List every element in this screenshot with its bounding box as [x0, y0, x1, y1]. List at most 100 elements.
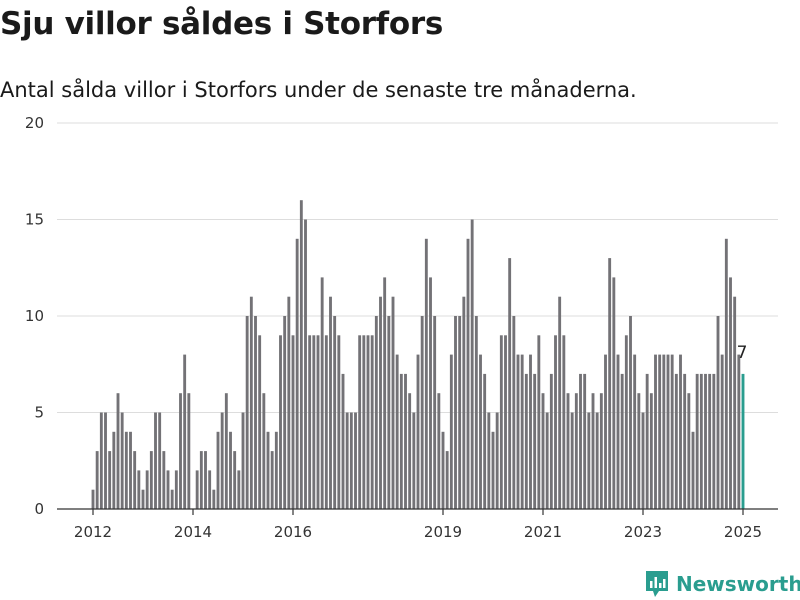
bar [224, 393, 228, 509]
bar [324, 335, 328, 509]
bar [220, 412, 224, 509]
bar [404, 373, 407, 509]
bar [695, 373, 699, 509]
bar [412, 412, 416, 509]
bar [249, 296, 253, 509]
bar [579, 373, 582, 509]
bar [679, 354, 682, 509]
chart-title: Sju villor såldes i Storfors [0, 6, 444, 42]
bar [149, 451, 153, 509]
bar [437, 393, 441, 509]
x-tick-label: 2025 [724, 523, 762, 541]
bar [616, 354, 620, 509]
bar [470, 219, 474, 509]
bar [504, 335, 507, 509]
bar [299, 200, 303, 509]
bar [354, 412, 357, 509]
brand-name: Newsworthy [676, 572, 800, 596]
x-tick-label: 2012 [74, 523, 112, 541]
bar [595, 412, 599, 509]
bar [395, 354, 399, 509]
bar [658, 354, 662, 509]
bar [241, 412, 245, 509]
bar [170, 489, 174, 509]
bar [587, 412, 591, 509]
bar [295, 238, 299, 510]
bar [120, 412, 124, 509]
bar [716, 316, 720, 509]
bar [399, 373, 403, 509]
bar [458, 316, 462, 509]
bar [683, 373, 687, 509]
x-tick-label: 2023 [624, 523, 662, 541]
bar [158, 412, 162, 509]
bar [287, 296, 291, 509]
y-tick-label: 15 [25, 211, 44, 229]
bar [524, 373, 528, 509]
bar [599, 393, 603, 509]
bar [445, 451, 449, 509]
bar [370, 335, 374, 509]
bar [112, 431, 116, 509]
brand-logo: Newsworthy [644, 569, 800, 599]
bar [491, 431, 495, 509]
bar [204, 451, 207, 509]
bar [441, 431, 445, 509]
bar [454, 316, 457, 509]
bar [499, 335, 503, 509]
bar [195, 470, 199, 509]
bar [374, 316, 378, 509]
bar [662, 354, 666, 509]
x-tick-label: 2014 [174, 523, 212, 541]
bar [379, 296, 382, 509]
x-axis: 2012 2014 2016 2019 2021 2023 2025 [57, 508, 778, 541]
bar [320, 277, 324, 509]
bar [699, 373, 703, 509]
bar [124, 431, 128, 509]
bar [166, 470, 170, 509]
bar [208, 470, 212, 509]
last-value-label: 7 [737, 343, 748, 363]
bar [637, 393, 641, 509]
bar [104, 412, 107, 509]
bar [358, 335, 362, 509]
bar [537, 335, 541, 509]
bar [641, 412, 645, 509]
bar [674, 373, 678, 509]
bar [520, 354, 524, 509]
bar [391, 296, 395, 509]
bar [308, 335, 312, 509]
bar [495, 412, 499, 509]
bar [133, 451, 137, 509]
bar [433, 316, 437, 509]
bar [633, 354, 637, 509]
bar [649, 393, 653, 509]
bar [279, 335, 282, 509]
bar [349, 412, 353, 509]
bar [154, 412, 157, 509]
bar [233, 451, 237, 509]
bar [99, 412, 103, 509]
bar [174, 470, 178, 509]
y-axis: 0 5 10 15 20 [25, 114, 44, 518]
bar [712, 373, 716, 509]
bar [487, 412, 491, 509]
bar [312, 335, 316, 509]
bar [108, 451, 112, 509]
bar [141, 489, 145, 509]
bar [420, 316, 424, 509]
bar [512, 316, 516, 509]
y-tick-label: 10 [25, 307, 44, 325]
bar [341, 373, 345, 509]
bar [624, 335, 628, 509]
bar [483, 373, 487, 509]
x-tick-label: 2016 [274, 523, 312, 541]
bar [629, 316, 632, 509]
bar [508, 258, 512, 509]
bar [670, 354, 674, 509]
bar [212, 489, 216, 509]
bar [366, 335, 370, 509]
bar [729, 277, 732, 509]
bar [558, 296, 562, 509]
bar [666, 354, 670, 509]
